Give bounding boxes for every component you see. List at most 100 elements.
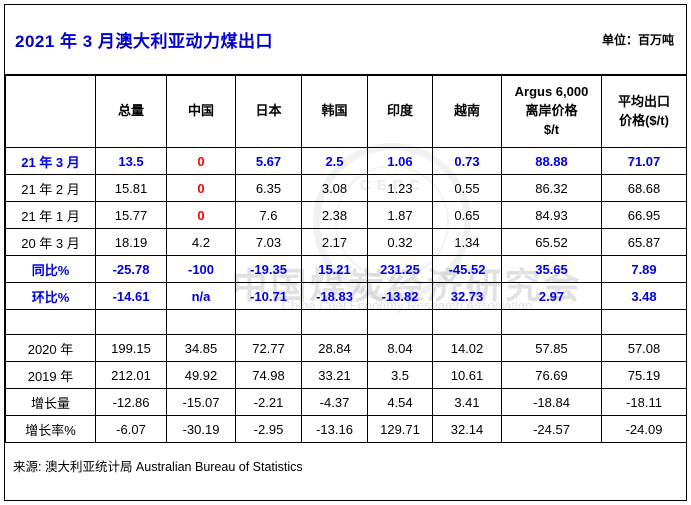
header-cell: 日本 <box>235 75 302 148</box>
table-cell: 32.73 <box>432 282 502 310</box>
table-cell: 7.03 <box>235 228 302 256</box>
table-cell: -13.16 <box>301 415 368 443</box>
table-cell: -12.86 <box>95 388 167 416</box>
table-cell: 10.61 <box>432 361 502 389</box>
table-cell <box>235 309 302 335</box>
table-cell: 15.77 <box>95 201 167 229</box>
table-cell: 72.77 <box>235 334 302 362</box>
table-row: 2019 年 212.01 49.92 74.98 33.21 3.5 10.61 76.69… <box>5 361 686 389</box>
table-row: 增长率% -6.07 -30.19 -2.95 -13.16 129.71 32.14 -24… <box>5 415 686 443</box>
table-cell: -24.57 <box>501 415 602 443</box>
table-cell: 4.54 <box>367 388 433 416</box>
coal-export-table: 总量 中国 日本 韩国 印度 越南 Argus 6,000 离岸价格 $/t 平均出口 价格(… <box>5 75 686 443</box>
row-label: 21 年 1 月 <box>5 201 96 229</box>
table-cell: 2.97 <box>501 282 602 310</box>
row-label: 21 年 2 月 <box>5 174 96 202</box>
table-cell: -18.11 <box>601 388 686 416</box>
table-header: 总量 中国 日本 韩国 印度 越南 Argus 6,000 离岸价格 $/t 平均出口 价格(… <box>5 75 686 148</box>
header-cell: 平均出口 价格($/t) <box>601 75 686 148</box>
table-cell <box>601 309 686 335</box>
table-cell: 65.87 <box>601 228 686 256</box>
table-row: 21 年 1 月 15.77 0 7.6 2.38 1.87 0.65 84.93 66.95 <box>5 201 686 229</box>
table-cell: 0.73 <box>432 147 502 175</box>
table-cell: -4.37 <box>301 388 368 416</box>
table-cell: -2.95 <box>235 415 302 443</box>
table-cell <box>367 309 433 335</box>
table-cell: 6.35 <box>235 174 302 202</box>
row-label: 21 年 3 月 <box>5 147 96 175</box>
table-cell: 199.15 <box>95 334 167 362</box>
table-cell: -45.52 <box>432 255 502 283</box>
table-row: 21 年 3 月 13.5 0 5.67 2.5 1.06 0.73 88.88 71.07 <box>5 147 686 175</box>
table-body: 21 年 3 月 13.5 0 5.67 2.5 1.06 0.73 88.88 71.07 21… <box>5 147 686 443</box>
table-cell: 1.87 <box>367 201 433 229</box>
table-cell: 1.06 <box>367 147 433 175</box>
table-cell: 2.5 <box>301 147 368 175</box>
unit-label: 单位：百万吨 <box>601 33 674 47</box>
table-cell: -25.78 <box>95 255 167 283</box>
table-cell: 129.71 <box>367 415 433 443</box>
table-row: 增长量 -12.86 -15.07 -2.21 -4.37 4.54 3.41 -18.84-… <box>5 388 686 416</box>
table-cell: 65.52 <box>501 228 602 256</box>
header-cell-empty <box>5 75 96 148</box>
header-cell: Argus 6,000 离岸价格 $/t <box>501 75 602 148</box>
header-cell: 韩国 <box>301 75 368 148</box>
table-cell: 0 <box>166 147 236 175</box>
row-label: 2019 年 <box>5 361 96 389</box>
header-cell: 总量 <box>95 75 167 148</box>
table-cell: -19.35 <box>235 255 302 283</box>
table-cell: 34.85 <box>166 334 236 362</box>
table-cell: 231.25 <box>367 255 433 283</box>
table-cell: 14.02 <box>432 334 502 362</box>
table-cell: 4.2 <box>166 228 236 256</box>
table-cell: -10.71 <box>235 282 302 310</box>
header-cell: 中国 <box>166 75 236 148</box>
table-cell: n/a <box>166 282 236 310</box>
table-row: 环比% -14.61 n/a -10.71 -18.83 -13.82 32.73 2.97 3… <box>5 282 686 310</box>
report-frame: CERC 中国煤炭经济研究会 China Coal Economy Resear… <box>4 4 687 501</box>
table-cell: -24.09 <box>601 415 686 443</box>
table-cell: 35.65 <box>501 255 602 283</box>
table-cell: 28.84 <box>301 334 368 362</box>
row-label: 20 年 3 月 <box>5 228 96 256</box>
table-row: 2020 年 199.15 34.85 72.77 28.84 8.04 14.02 57.8… <box>5 334 686 362</box>
table-cell: 0.32 <box>367 228 433 256</box>
row-label: 环比% <box>5 282 96 310</box>
table-cell <box>432 309 502 335</box>
table-cell: 15.81 <box>95 174 167 202</box>
table-cell: -18.83 <box>301 282 368 310</box>
table-cell: 68.68 <box>601 174 686 202</box>
table-cell: 71.07 <box>601 147 686 175</box>
table-cell: 0.55 <box>432 174 502 202</box>
row-label: 同比% <box>5 255 96 283</box>
table-cell <box>301 309 368 335</box>
table-cell: -30.19 <box>166 415 236 443</box>
table-cell: 3.41 <box>432 388 502 416</box>
table-cell <box>501 309 602 335</box>
table-cell: 3.08 <box>301 174 368 202</box>
table-cell: 212.01 <box>95 361 167 389</box>
table-cell: 5.67 <box>235 147 302 175</box>
table-cell: 7.89 <box>601 255 686 283</box>
table-cell: -14.61 <box>95 282 167 310</box>
row-label <box>5 309 96 335</box>
table-cell: 15.21 <box>301 255 368 283</box>
row-label: 增长率% <box>5 415 96 443</box>
source-line: 来源: 澳大利亚统计局 Australian Bureau of Statist… <box>13 460 303 474</box>
table-cell: 18.19 <box>95 228 167 256</box>
table-cell: 49.92 <box>166 361 236 389</box>
report-content: 2021 年 3 月澳大利亚动力煤出口 单位：百万吨 总量 中国 日本 韩国 印度 越南 A… <box>5 5 686 500</box>
table-cell: 2.38 <box>301 201 368 229</box>
row-label: 2020 年 <box>5 334 96 362</box>
table-cell: 88.88 <box>501 147 602 175</box>
table-cell: -100 <box>166 255 236 283</box>
table-cell: 1.23 <box>367 174 433 202</box>
table-cell: 75.19 <box>601 361 686 389</box>
title-bar: 2021 年 3 月澳大利亚动力煤出口 单位：百万吨 <box>5 5 686 75</box>
table-cell: 1.34 <box>432 228 502 256</box>
table-cell: 33.21 <box>301 361 368 389</box>
table-cell: 2.17 <box>301 228 368 256</box>
table-cell: -15.07 <box>166 388 236 416</box>
table-cell: -6.07 <box>95 415 167 443</box>
table-row: 20 年 3 月 18.19 4.2 7.03 2.17 0.32 1.34 65.52 65.… <box>5 228 686 256</box>
